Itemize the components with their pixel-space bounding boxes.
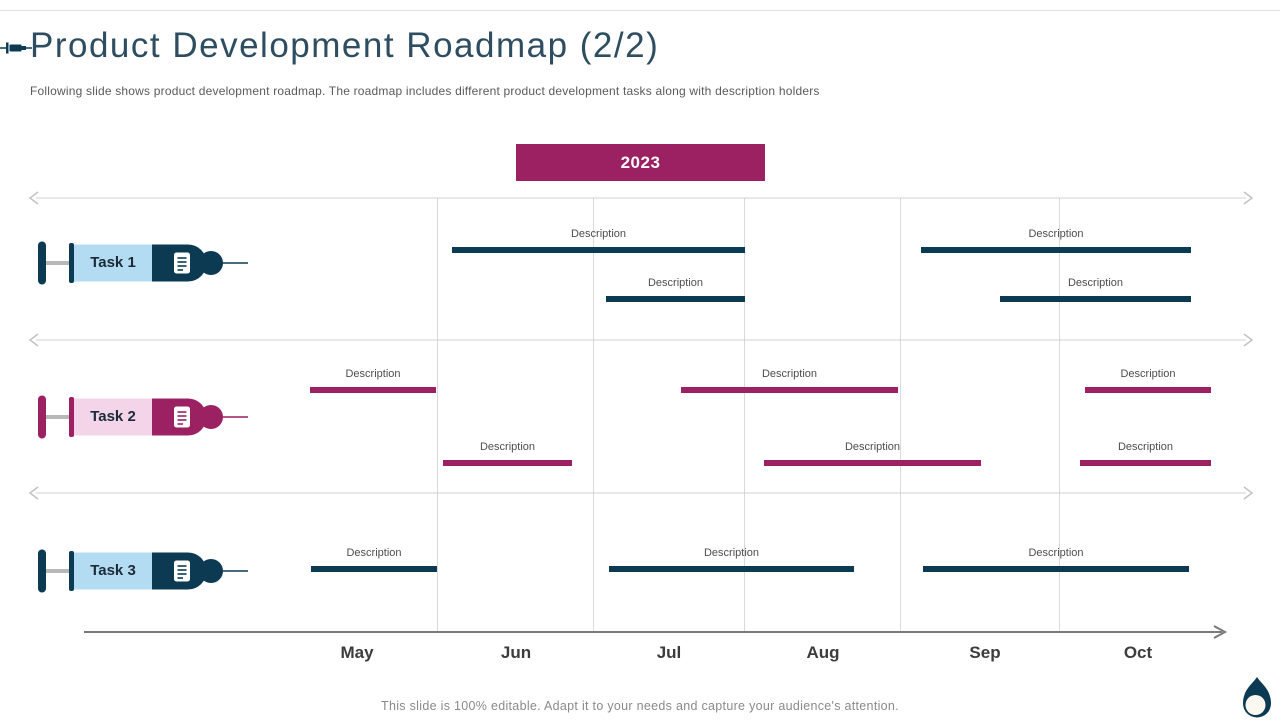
- task-marker-syringe[interactable]: [30, 387, 290, 447]
- task-label[interactable]: Task 1: [90, 254, 136, 271]
- document-pencil-icon: [174, 406, 190, 428]
- row-guide-arrow: [28, 486, 1254, 500]
- description-bar-label[interactable]: Description: [570, 228, 627, 240]
- page-title[interactable]: Product Development Roadmap (2/2): [30, 26, 660, 65]
- footer-note[interactable]: This slide is 100% editable. Adapt it to…: [381, 699, 899, 713]
- description-bar[interactable]: [1080, 460, 1211, 466]
- month-label-may[interactable]: May: [340, 643, 374, 662]
- slide-top-border: [0, 10, 1280, 11]
- month-label-jul[interactable]: Jul: [656, 643, 682, 662]
- description-bar[interactable]: [923, 566, 1189, 572]
- description-bar-label[interactable]: Description: [1067, 277, 1124, 289]
- month-label-sep[interactable]: Sep: [969, 643, 1001, 662]
- description-bar-label[interactable]: Description: [346, 547, 402, 559]
- description-bar[interactable]: [609, 566, 854, 572]
- row-guide-arrow: [28, 191, 1254, 205]
- month-gridline: [1059, 198, 1060, 632]
- description-bar-label[interactable]: Description: [703, 547, 760, 559]
- document-lines-icon: [174, 560, 190, 582]
- month-label-jun[interactable]: Jun: [500, 643, 532, 662]
- slide-subtitle[interactable]: Following slide shows product developmen…: [30, 84, 820, 98]
- description-bar[interactable]: [1000, 296, 1191, 302]
- task-marker-syringe[interactable]: [30, 233, 290, 293]
- description-bar-label[interactable]: Description: [1117, 441, 1174, 453]
- task-label[interactable]: Task 3: [90, 562, 136, 579]
- description-bar[interactable]: [1085, 387, 1211, 393]
- task-label[interactable]: Task 2: [90, 408, 136, 425]
- description-bar[interactable]: [443, 460, 572, 466]
- description-bar-label[interactable]: Description: [647, 277, 704, 289]
- month-label-oct[interactable]: Oct: [1123, 643, 1153, 662]
- row-guide-arrow: [28, 333, 1254, 347]
- description-bar-label[interactable]: Description: [761, 368, 818, 380]
- description-bar[interactable]: [681, 387, 898, 393]
- syringe-title-icon: [0, 42, 32, 54]
- description-bar-label[interactable]: Description: [345, 368, 401, 380]
- description-bar[interactable]: [764, 460, 981, 466]
- clipboard-check-icon: [174, 252, 190, 274]
- description-bar-label[interactable]: Description: [1120, 368, 1176, 380]
- description-bar[interactable]: [311, 566, 437, 572]
- description-bar[interactable]: [452, 247, 745, 253]
- month-gridline: [437, 198, 438, 632]
- description-bar[interactable]: [606, 296, 745, 302]
- description-bar-label[interactable]: Description: [479, 441, 536, 453]
- month-label-aug[interactable]: Aug: [806, 643, 840, 662]
- description-bar[interactable]: [921, 247, 1191, 253]
- description-bar-label[interactable]: Description: [1028, 547, 1084, 559]
- water-drop-logo: [1243, 677, 1271, 718]
- task-marker-syringe[interactable]: [30, 541, 290, 601]
- month-gridline: [593, 198, 594, 632]
- month-gridline: [744, 198, 745, 632]
- timeline-axis-arrow: [84, 625, 1228, 639]
- month-gridline: [900, 198, 901, 632]
- description-bar-label[interactable]: Description: [1028, 228, 1084, 240]
- description-bar[interactable]: [310, 387, 436, 393]
- year-banner[interactable]: 2023: [516, 144, 765, 181]
- description-bar-label[interactable]: Description: [844, 441, 901, 453]
